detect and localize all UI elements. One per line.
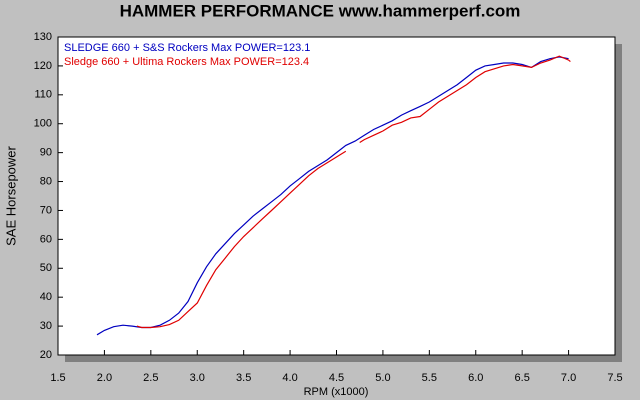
x-tick-label: 5.5 xyxy=(422,372,437,384)
x-tick-label: 1.5 xyxy=(50,372,65,384)
x-tick-label: 5.0 xyxy=(375,372,390,384)
series-line xyxy=(96,56,569,336)
x-tick-label: 7.5 xyxy=(607,372,622,384)
y-tick-label: 30 xyxy=(40,320,52,332)
series-line xyxy=(359,55,571,144)
y-axis-label: SAE Horsepower xyxy=(3,145,18,245)
x-tick-label: 4.5 xyxy=(329,372,344,384)
y-tick-label: 70 xyxy=(40,204,52,216)
x-tick-label: 7.0 xyxy=(561,372,576,384)
plot-area xyxy=(57,36,616,356)
x-axis-label: RPM (x1000) xyxy=(304,386,369,398)
y-tick-label: 80 xyxy=(40,175,52,187)
x-tick-label: 6.0 xyxy=(468,372,483,384)
chart-title: HAMMER PERFORMANCE www.hammerperf.com xyxy=(120,1,521,20)
y-tick-label: 60 xyxy=(40,233,52,245)
series-line xyxy=(136,150,347,329)
y-tick-label: 40 xyxy=(40,291,52,303)
x-tick-label: 2.0 xyxy=(97,372,112,384)
legend-entry: SLEDGE 660 + S&S Rockers Max POWER=123.1 xyxy=(64,42,310,54)
y-tick-label: 90 xyxy=(40,147,52,159)
y-tick-label: 120 xyxy=(34,60,52,72)
y-tick-label: 50 xyxy=(40,262,52,274)
x-tick-label: 3.0 xyxy=(190,372,205,384)
y-tick-label: 100 xyxy=(34,118,52,130)
x-tick-label: 2.5 xyxy=(143,372,158,384)
legend-entry: Sledge 660 + Ultima Rockers Max POWER=12… xyxy=(64,56,309,68)
x-tick-label: 4.0 xyxy=(282,372,297,384)
y-tick-label: 20 xyxy=(40,349,52,361)
y-tick-label: 130 xyxy=(34,31,52,43)
x-tick-label: 6.5 xyxy=(515,372,530,384)
y-tick-label: 110 xyxy=(34,89,52,101)
x-tick-label: 3.5 xyxy=(236,372,251,384)
